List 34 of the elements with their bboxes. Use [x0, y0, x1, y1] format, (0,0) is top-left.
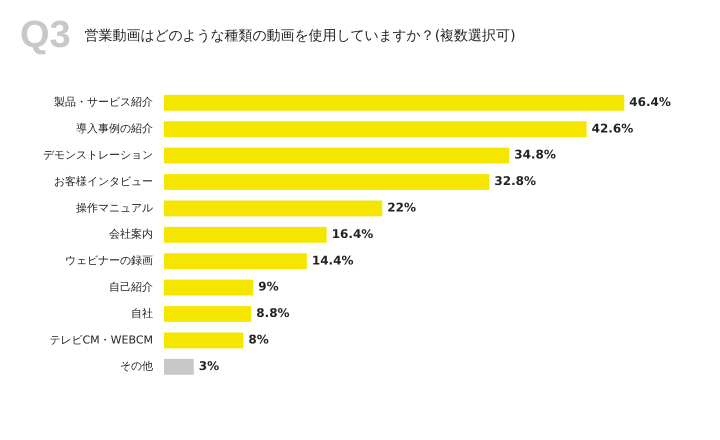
bar [164, 121, 587, 138]
chart-title: 営業動画はどのような種類の動画を使用していますか？(複数選択可) [84, 26, 516, 44]
data-label: 42.6% [592, 121, 634, 136]
data-label: 3% [198, 358, 220, 373]
y-tick-label: 自社 [131, 306, 153, 320]
data-label: 9% [258, 280, 279, 294]
data-label: 14.4% [312, 253, 354, 268]
bar [164, 332, 244, 348]
data-label: 22% [387, 200, 416, 215]
data-label: 16.4% [332, 226, 374, 241]
bar [164, 200, 382, 216]
y-tick-label: デモンストレーション [43, 148, 153, 162]
y-tick-label: ウェビナーの録画 [65, 254, 153, 268]
data-label: 34.8% [514, 148, 556, 162]
y-tick-label: 自己紹介 [109, 280, 153, 294]
data-label: 8% [248, 332, 269, 347]
bar [164, 148, 510, 164]
bar [164, 94, 624, 111]
y-tick-label: その他 [120, 360, 153, 373]
y-tick-label: テレビCM・WEBCM [49, 333, 153, 346]
bar [164, 174, 490, 190]
y-tick-label: お客様インタビュー [54, 174, 153, 188]
data-label: 8.8% [256, 306, 290, 320]
y-tick-label: 導入事例の紹介 [76, 122, 153, 136]
y-tick-label: 操作マニュアル [76, 201, 153, 214]
data-label: 46.4% [629, 94, 671, 109]
bar [164, 280, 254, 296]
bar [164, 306, 252, 322]
bar [164, 358, 194, 375]
y-tick-label: 製品・サービス紹介 [54, 96, 153, 109]
data-label: 32.8% [494, 174, 536, 188]
y-tick-label: 会社案内 [109, 228, 153, 241]
bar [164, 226, 327, 243]
bar [164, 253, 307, 270]
